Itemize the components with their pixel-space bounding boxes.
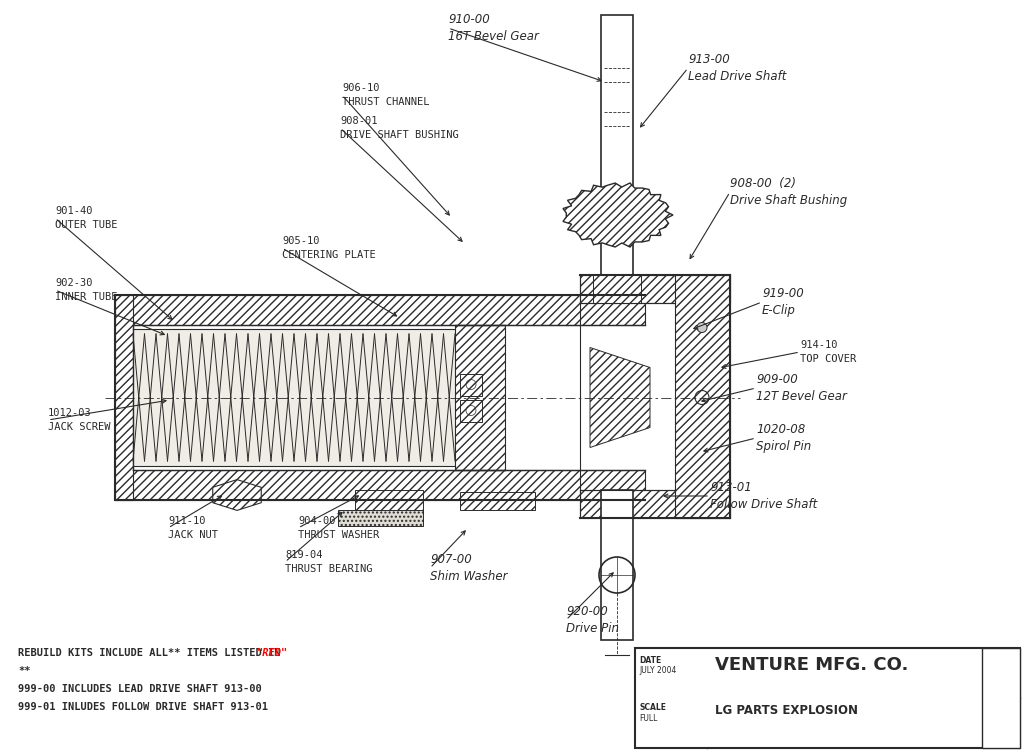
Text: 908-00  (2): 908-00 (2) [730,177,796,190]
Text: 913-01: 913-01 [710,481,752,494]
Bar [115,470,645,500]
Bar [675,275,730,518]
Text: JULY 2004: JULY 2004 [639,666,677,675]
Text: Shim Washer: Shim Washer [430,570,508,583]
Text: 904-00: 904-00 [298,516,336,526]
Text: 905-10: 905-10 [282,236,319,246]
Text: 914-10: 914-10 [800,340,838,350]
Text: 819-04: 819-04 [285,550,323,560]
Text: 911-10: 911-10 [168,516,206,526]
Text: 16T Bevel Gear: 16T Bevel Gear [449,30,539,43]
Bar [601,490,633,640]
Text: 919-00: 919-00 [762,287,804,300]
Bar [601,15,633,303]
Text: LG PARTS EXPLOSION: LG PARTS EXPLOSION [715,704,858,717]
Bar [338,510,423,526]
Bar [115,295,133,500]
Text: 910-00: 910-00 [449,13,489,26]
Text: DRIVE SHAFT BUSHING: DRIVE SHAFT BUSHING [340,130,459,140]
Bar [355,490,423,512]
Bar [635,648,1020,748]
Bar [982,648,1020,748]
Text: THRUST BEARING: THRUST BEARING [285,564,373,574]
Text: CENTERING PLATE: CENTERING PLATE [282,250,376,260]
Text: SCALE: SCALE [639,703,666,712]
Text: **: ** [18,666,31,676]
Text: REBUILD KITS INCLUDE ALL** ITEMS LISTED IN: REBUILD KITS INCLUDE ALL** ITEMS LISTED … [18,648,287,658]
Bar [460,374,482,396]
Text: 1012-03: 1012-03 [48,408,92,418]
Bar [115,295,645,325]
Text: THRUST CHANNEL: THRUST CHANNEL [342,97,429,107]
Bar [580,490,730,518]
Bar [460,492,535,510]
Text: 902-30: 902-30 [55,278,92,288]
Text: 12T Bevel Gear: 12T Bevel Gear [756,390,847,403]
Text: 907-00: 907-00 [430,553,472,566]
Text: E-Clip: E-Clip [762,304,796,317]
Polygon shape [213,480,261,511]
Text: INNER TUBE: INNER TUBE [55,292,118,302]
Bar [460,399,482,422]
Text: VENTURE MFG. CO.: VENTURE MFG. CO. [715,656,908,674]
Text: THRUST WASHER: THRUST WASHER [298,530,379,540]
Text: FULL: FULL [639,714,657,723]
Text: DATE: DATE [639,656,662,665]
Text: 901-40: 901-40 [55,206,92,216]
Text: Drive Pin: Drive Pin [566,622,618,635]
Text: Follow Drive Shaft: Follow Drive Shaft [710,498,817,511]
Text: 906-10: 906-10 [342,83,380,93]
Text: Spirol Pin: Spirol Pin [756,440,811,453]
Text: 999-01 INLUDES FOLLOW DRIVE SHAFT 913-01: 999-01 INLUDES FOLLOW DRIVE SHAFT 913-01 [18,702,268,712]
Polygon shape [563,183,673,247]
Polygon shape [590,347,650,447]
Text: JACK NUT: JACK NUT [168,530,218,540]
Bar [580,275,730,303]
Text: Drive Shaft Bushing: Drive Shaft Bushing [730,194,847,207]
Text: 909-00: 909-00 [756,373,798,386]
Text: "RED": "RED" [257,648,288,658]
Bar [455,325,505,470]
Bar [133,329,455,466]
Bar [593,275,641,303]
Text: 920-00: 920-00 [566,605,608,618]
Text: 908-01: 908-01 [340,116,378,126]
Text: JACK SCREW: JACK SCREW [48,422,111,432]
Text: Lead Drive Shaft: Lead Drive Shaft [688,70,786,83]
Text: 1020-08: 1020-08 [756,423,805,436]
Circle shape [697,323,707,332]
Text: 999-00 INCLUDES LEAD DRIVE SHAFT 913-00: 999-00 INCLUDES LEAD DRIVE SHAFT 913-00 [18,684,262,694]
Text: OUTER TUBE: OUTER TUBE [55,220,118,230]
Text: 913-00: 913-00 [688,53,730,66]
Text: TOP COVER: TOP COVER [800,354,856,364]
